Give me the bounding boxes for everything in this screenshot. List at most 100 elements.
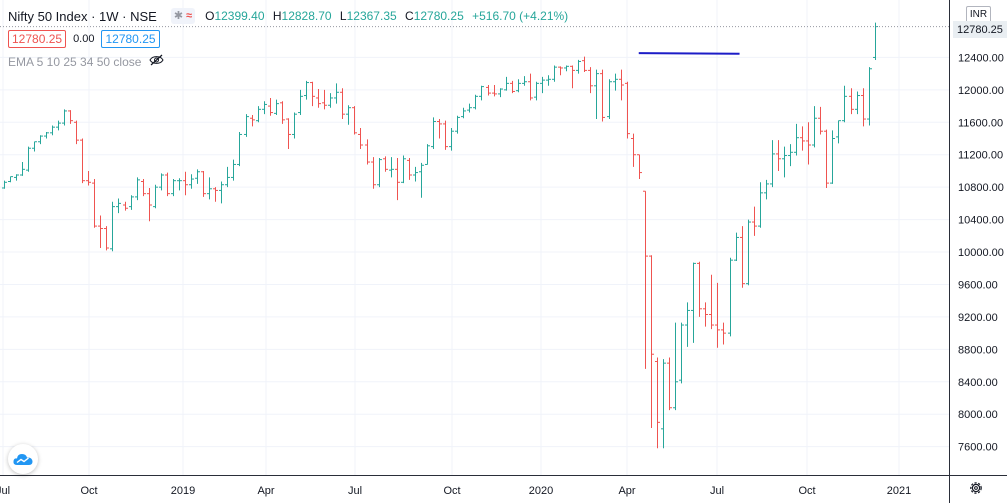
ohlc-bar bbox=[413, 166, 418, 182]
ohlc-bar bbox=[328, 93, 333, 108]
ohlc-bar bbox=[365, 139, 370, 165]
ohlc-bar bbox=[842, 85, 847, 123]
price-axis-labels[interactable]: 7600.00 8000.00 8400.00 8800.00 9200.00 9600.… bbox=[958, 52, 1004, 453]
price-tick-label: 12000.00 bbox=[958, 85, 1004, 97]
time-tick-label: Oct bbox=[798, 485, 815, 497]
ohlc-bar bbox=[74, 120, 79, 145]
close-label: C bbox=[405, 9, 414, 23]
ohlc-bar bbox=[437, 119, 442, 139]
data-status-pill[interactable]: ✱ ≈ bbox=[170, 8, 196, 24]
gear-icon[interactable] bbox=[966, 478, 986, 498]
ohlc-bar bbox=[14, 174, 19, 181]
low-label: L bbox=[339, 9, 347, 23]
ohlc-bar bbox=[794, 123, 799, 156]
ohlc-bar bbox=[92, 179, 97, 228]
ohlc-bar bbox=[201, 170, 206, 197]
ohlc-bar bbox=[213, 187, 218, 202]
price-tick-label: 8800.00 bbox=[958, 344, 998, 356]
ohlc-bar bbox=[98, 215, 103, 248]
ohlc-bar bbox=[250, 114, 255, 127]
price-tick-label: 11600.00 bbox=[958, 117, 1003, 129]
ohlc-bar bbox=[806, 122, 811, 165]
ohlc-bar bbox=[849, 88, 854, 115]
ohlc-bar bbox=[298, 89, 303, 115]
ohlc-bar bbox=[231, 159, 236, 181]
ohlc-bar bbox=[110, 201, 115, 252]
ohlc-bar bbox=[455, 115, 460, 134]
ohlc-bar bbox=[467, 103, 472, 113]
ohlc-series bbox=[2, 22, 878, 449]
ohlc-bar bbox=[679, 322, 684, 384]
last-price-tag: 12780.25 bbox=[953, 21, 1007, 38]
ohlc-bar bbox=[322, 89, 327, 110]
cloud-logo-icon[interactable] bbox=[8, 444, 38, 474]
ohlc-bar bbox=[492, 84, 497, 97]
price-tick-label: 9600.00 bbox=[958, 279, 998, 291]
ohlc-bar bbox=[183, 171, 188, 196]
indicator-label[interactable]: EMA 5 10 25 34 50 close bbox=[8, 54, 142, 69]
ohlc-bar bbox=[709, 274, 714, 330]
ohlc-bar bbox=[594, 69, 599, 120]
eye-crossed-icon[interactable] bbox=[149, 54, 165, 69]
ohlc-bar bbox=[346, 105, 351, 125]
ohlc-bar bbox=[673, 322, 678, 411]
ohlc-bar bbox=[219, 181, 224, 204]
ohlc-bar bbox=[431, 117, 436, 150]
ohlc-bar bbox=[812, 106, 817, 148]
price-tick-label: 8000.00 bbox=[958, 409, 998, 421]
ohlc-bar bbox=[401, 155, 406, 184]
ohlc-bar bbox=[564, 65, 569, 72]
ohlc-bar bbox=[746, 219, 751, 286]
ohlc-bar bbox=[256, 106, 261, 123]
high-label: H bbox=[272, 9, 282, 23]
ohlc-bar bbox=[479, 85, 484, 101]
ohlc-bar bbox=[32, 141, 37, 152]
ohlc-bar bbox=[237, 132, 242, 167]
ohlc-bar bbox=[262, 101, 267, 115]
buy-price-box[interactable]: 12780.25 bbox=[101, 30, 160, 48]
ohlc-bar bbox=[316, 89, 321, 108]
symbol-title[interactable]: Nifty 50 Index · 1W · NSE bbox=[8, 8, 157, 24]
time-tick-label: Apr bbox=[257, 485, 274, 497]
ohlc-bar bbox=[867, 67, 872, 126]
ohlc-bar bbox=[50, 125, 55, 136]
time-tick-label: Oct bbox=[80, 485, 97, 497]
ohlc-bar bbox=[461, 107, 466, 119]
time-tick-label: 2020 bbox=[529, 485, 553, 497]
ohlc-bar bbox=[2, 180, 7, 189]
ohlc-bar bbox=[661, 359, 666, 449]
ohlc-bar bbox=[165, 172, 170, 197]
open-label: O bbox=[205, 9, 215, 23]
time-tick-label: Jul bbox=[0, 485, 10, 497]
ohlc-bar bbox=[334, 83, 339, 104]
time-axis-labels[interactable]: Jul Oct 2019 Apr Jul Oct 2020 Apr Jul Oct 2021 bbox=[0, 485, 911, 497]
drawing-layer[interactable] bbox=[0, 26, 949, 55]
ohlc-bar bbox=[280, 101, 285, 124]
ohlc-bar bbox=[244, 114, 249, 137]
close-value: 12780.25 bbox=[413, 9, 464, 23]
ohlc-bar bbox=[116, 198, 121, 214]
ohlc-bar bbox=[824, 129, 829, 188]
ohlc-bar bbox=[703, 302, 708, 327]
ohlc-bar bbox=[576, 59, 581, 74]
ohlc-bar bbox=[613, 73, 618, 91]
ohlc-bar bbox=[26, 146, 31, 172]
ohlc-bar bbox=[20, 162, 25, 176]
resistance-trendline[interactable] bbox=[638, 52, 740, 55]
ohlc-bar bbox=[498, 88, 503, 98]
sell-price-box[interactable]: 12780.25 bbox=[8, 30, 67, 48]
chart-legend: Nifty 50 Index · 1W · NSE ✱ ≈ O12399.40 … bbox=[8, 7, 568, 69]
ohlc-bar bbox=[873, 22, 878, 61]
ohlc-bar bbox=[625, 81, 630, 139]
ohlc-bar bbox=[522, 76, 527, 86]
ohlc-bar bbox=[443, 120, 448, 150]
ohlc-bar bbox=[86, 170, 91, 186]
ohlc-bar bbox=[159, 173, 164, 191]
ohlc-bar bbox=[764, 179, 769, 200]
ohlc-bar bbox=[619, 69, 624, 101]
ohlc-bar bbox=[8, 176, 13, 183]
ohlc-bar bbox=[770, 140, 775, 188]
